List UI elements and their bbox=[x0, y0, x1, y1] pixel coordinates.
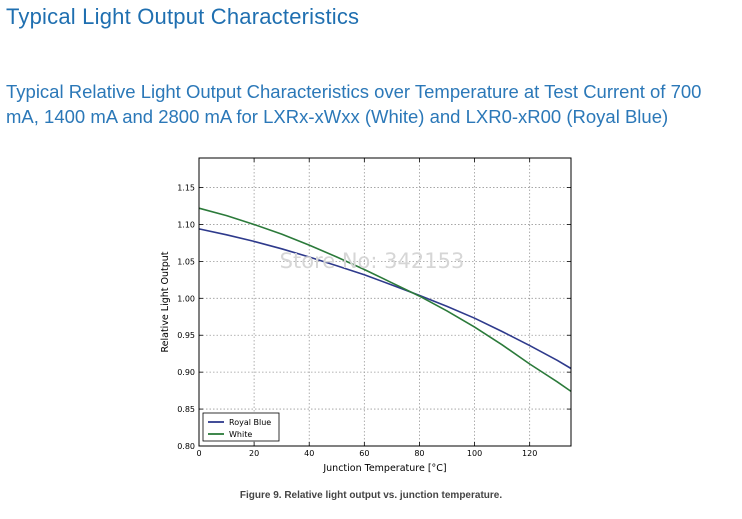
y-axis-label: Relative Light Output bbox=[160, 251, 171, 352]
series-line-royal-blue bbox=[198, 228, 572, 370]
series-lines bbox=[198, 207, 572, 393]
figure-caption: Figure 9. Relative light output vs. junc… bbox=[239, 490, 503, 501]
y-tick-label: 1.10 bbox=[177, 220, 195, 229]
x-tick-label: 80 bbox=[414, 449, 424, 458]
x-tick-label: 100 bbox=[467, 449, 482, 458]
y-tick-label: 0.90 bbox=[177, 368, 195, 377]
legend-label: White bbox=[229, 430, 252, 439]
y-tick-label: 1.00 bbox=[177, 294, 195, 303]
series-line-white bbox=[198, 207, 572, 393]
legend: Royal Blue White bbox=[202, 412, 280, 442]
axis-ticks: 0 20 40 60 80 100 120 0.80 0.85 0.90 0.95 1.00 1.05 1… bbox=[177, 158, 571, 458]
y-tick-label: 1.15 bbox=[177, 184, 195, 193]
y-tick-label: 0.85 bbox=[177, 405, 195, 414]
chart-description: Typical Relative Light Output Characteri… bbox=[6, 81, 702, 127]
x-axis-label: Junction Temperature [°C] bbox=[322, 463, 446, 474]
legend-box bbox=[202, 412, 280, 442]
x-tick-label: 0 bbox=[196, 449, 201, 458]
watermark-text: Store No: 342153 bbox=[280, 249, 465, 273]
grid-lines bbox=[198, 158, 571, 447]
y-tick-label: 1.05 bbox=[177, 257, 195, 266]
x-tick-label: 60 bbox=[359, 449, 369, 458]
page-title: Typical Light Output Characteristics bbox=[6, 4, 360, 29]
x-tick-label: 40 bbox=[304, 449, 314, 458]
x-tick-label: 20 bbox=[249, 449, 259, 458]
y-tick-label: 0.80 bbox=[177, 442, 195, 451]
x-tick-label: 120 bbox=[522, 449, 537, 458]
y-tick-label: 0.95 bbox=[177, 331, 195, 340]
plot-frame bbox=[198, 157, 572, 447]
legend-label: Royal Blue bbox=[229, 418, 271, 427]
